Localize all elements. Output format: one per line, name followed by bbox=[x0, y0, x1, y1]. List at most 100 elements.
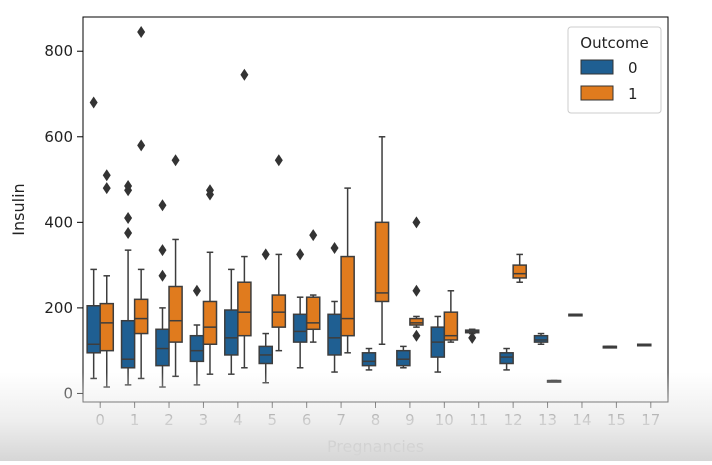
outlier-point bbox=[102, 182, 111, 195]
x-tick-label: 15 bbox=[607, 411, 626, 429]
box-iqr bbox=[374, 221, 390, 303]
legend-label-outcome-0: 0 bbox=[628, 59, 638, 77]
box-outcome-1-preg-4 bbox=[237, 68, 252, 369]
box-iqr bbox=[340, 255, 355, 337]
x-tick-label: 3 bbox=[199, 411, 209, 429]
box-outcome-0-preg-8 bbox=[361, 347, 377, 371]
box-iqr bbox=[133, 298, 149, 335]
box-outcome-1-preg-5 bbox=[271, 154, 287, 352]
box-outcome-0-preg-7 bbox=[327, 242, 342, 373]
x-tick-label: 2 bbox=[164, 411, 174, 429]
legend: Outcome 0 1 bbox=[567, 26, 662, 114]
outlier-point bbox=[102, 169, 111, 182]
y-tick-label: 200 bbox=[44, 299, 73, 317]
y-tick-label: 400 bbox=[44, 213, 73, 231]
y-tick-label: 800 bbox=[44, 42, 73, 60]
outlier-point bbox=[240, 68, 249, 81]
box-outcome-1-preg-10 bbox=[443, 290, 459, 343]
box-outcome-1-preg-12 bbox=[512, 253, 527, 283]
x-tick-label: 17 bbox=[641, 411, 660, 429]
y-tick-label: 600 bbox=[44, 128, 73, 146]
legend-title: Outcome bbox=[580, 34, 648, 52]
box-outcome-1-preg-0 bbox=[99, 169, 115, 388]
x-axis-label: Pregnancies bbox=[327, 437, 424, 456]
box-outcome-1-preg-13 bbox=[546, 379, 562, 383]
legend-swatch-outcome-0 bbox=[580, 59, 614, 75]
box-iqr bbox=[443, 311, 459, 341]
box-outcome-0-preg-11 bbox=[464, 328, 480, 344]
box-outcome-1-preg-6 bbox=[305, 229, 321, 343]
x-tick-label: 6 bbox=[302, 411, 312, 429]
outlier-point bbox=[158, 269, 167, 282]
box-outcome-0-preg-0 bbox=[86, 96, 101, 380]
outlier-point bbox=[137, 25, 146, 38]
x-tick-label: 4 bbox=[233, 411, 243, 429]
x-tick-label: 8 bbox=[371, 411, 381, 429]
outlier-point bbox=[137, 139, 146, 152]
box-iqr bbox=[327, 313, 342, 356]
outlier-point bbox=[158, 244, 167, 257]
legend-label-outcome-1: 1 bbox=[628, 85, 638, 103]
box-iqr bbox=[499, 352, 514, 365]
box-outcome-0-preg-9 bbox=[396, 345, 411, 369]
outlier-point bbox=[468, 331, 477, 344]
y-tick-label: 0 bbox=[63, 384, 73, 402]
x-tick-label: 0 bbox=[95, 411, 105, 429]
box-iqr bbox=[305, 296, 321, 331]
outlier-point bbox=[330, 242, 339, 254]
x-tick-label: 5 bbox=[267, 411, 277, 429]
outlier-point bbox=[412, 284, 421, 297]
box-outcome-1-preg-8 bbox=[374, 136, 390, 345]
box-outcome-1-preg-9 bbox=[409, 216, 424, 342]
outlier-point bbox=[192, 284, 201, 297]
box-iqr bbox=[202, 300, 218, 346]
outlier-point bbox=[412, 216, 421, 229]
box-iqr bbox=[189, 334, 205, 363]
outlier-point bbox=[274, 154, 283, 167]
outlier-point bbox=[171, 154, 180, 167]
box-iqr bbox=[86, 305, 101, 354]
box-outcome-1-preg-7 bbox=[340, 187, 355, 354]
outlier-point bbox=[309, 229, 318, 242]
x-tick-label: 1 bbox=[130, 411, 140, 429]
box-outcome-0-preg-14 bbox=[568, 313, 583, 317]
box-iqr bbox=[271, 294, 287, 328]
box-outcome-1-preg-1 bbox=[133, 25, 149, 380]
box-outcome-0-preg-13 bbox=[533, 332, 549, 345]
outlier-point bbox=[89, 96, 98, 109]
box-iqr bbox=[533, 334, 549, 343]
box-iqr bbox=[409, 317, 424, 326]
box-outcome-0-preg-17 bbox=[636, 343, 652, 347]
box-iqr bbox=[224, 309, 239, 356]
box-outcome-1-preg-2 bbox=[168, 154, 183, 378]
outlier-point bbox=[205, 184, 214, 197]
box-iqr bbox=[396, 349, 411, 367]
box-outcome-0-preg-6 bbox=[292, 248, 308, 369]
x-tick-label: 14 bbox=[572, 411, 591, 429]
outlier-point bbox=[158, 199, 167, 212]
outlier-point bbox=[124, 179, 133, 192]
x-tick-label: 7 bbox=[336, 411, 346, 429]
x-tick-label: 13 bbox=[538, 411, 557, 429]
box-outcome-0-preg-4 bbox=[224, 268, 239, 375]
outlier-point bbox=[296, 248, 305, 261]
x-tick-label: 9 bbox=[405, 411, 415, 429]
box-outcome-1-preg-3 bbox=[202, 184, 218, 375]
box-iqr bbox=[168, 285, 183, 343]
box-iqr bbox=[120, 319, 136, 369]
outlier-point bbox=[124, 227, 133, 240]
outlier-point bbox=[412, 329, 421, 342]
box-iqr bbox=[361, 352, 377, 367]
x-tick-label: 11 bbox=[469, 411, 488, 429]
outlier-point bbox=[261, 248, 270, 261]
box-outcome-0-preg-2 bbox=[155, 199, 170, 388]
legend-swatch-outcome-1 bbox=[580, 85, 614, 101]
y-axis-label: Insulin bbox=[9, 183, 28, 235]
x-tick-label: 10 bbox=[435, 411, 454, 429]
x-tick-label: 12 bbox=[504, 411, 523, 429]
box-outcome-0-preg-15 bbox=[602, 345, 618, 349]
box-iqr bbox=[237, 281, 252, 337]
box-outcome-0-preg-3 bbox=[189, 284, 205, 386]
